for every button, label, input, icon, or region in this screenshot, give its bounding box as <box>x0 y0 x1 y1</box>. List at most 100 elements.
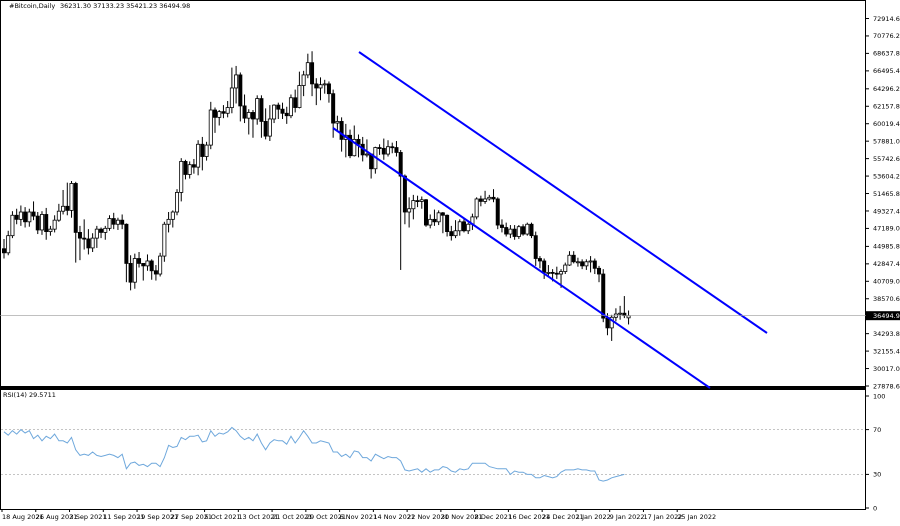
candle <box>187 161 192 179</box>
candle <box>61 189 66 215</box>
price-panel <box>0 0 866 387</box>
candle-body <box>605 317 610 329</box>
candle <box>111 212 116 230</box>
candle <box>234 65 239 104</box>
candle-body <box>521 226 526 235</box>
date-tick-label: 18 Aug 2021 <box>2 513 44 521</box>
candle-body <box>592 260 597 269</box>
candle-body <box>423 199 428 226</box>
candle <box>267 105 272 142</box>
candle-body <box>580 261 585 267</box>
candle-body <box>35 215 40 231</box>
candle <box>208 101 213 150</box>
candle <box>137 251 142 268</box>
candle-body <box>356 138 361 145</box>
candle-body <box>390 146 395 149</box>
candle-body <box>200 143 205 157</box>
candle <box>120 214 125 230</box>
candle <box>521 224 526 236</box>
candle <box>191 158 196 174</box>
candle-body <box>86 238 91 249</box>
candle <box>381 138 386 160</box>
candle <box>554 266 559 279</box>
candle-body <box>318 84 323 89</box>
candle <box>293 89 298 113</box>
candle <box>69 180 74 218</box>
candle-body <box>18 211 23 220</box>
candle <box>398 149 403 270</box>
candle-body <box>554 272 559 275</box>
candle-body <box>204 144 209 157</box>
candle-body <box>94 228 99 239</box>
candle-body <box>529 223 534 237</box>
candle-body <box>597 267 602 275</box>
candle-body <box>487 196 492 200</box>
candle-body <box>491 196 496 200</box>
candle <box>18 205 23 226</box>
candle <box>284 106 289 124</box>
candle-body <box>567 254 572 266</box>
candle-body <box>348 134 353 157</box>
candle-body <box>584 261 589 267</box>
candle-body <box>335 121 340 124</box>
price-tick-label: 27878.60 <box>873 382 900 390</box>
candle-body <box>537 258 542 262</box>
candle-body <box>99 228 104 233</box>
candle-body <box>563 264 568 272</box>
candle <box>445 214 450 237</box>
candle <box>141 263 146 281</box>
date-tick-label: 9 Jan 2022 <box>610 513 645 521</box>
price-tick-label: 64296.20 <box>873 85 900 93</box>
candle <box>461 217 466 233</box>
candle <box>301 70 306 97</box>
candle <box>52 215 57 233</box>
candle-body <box>364 153 369 156</box>
candle <box>542 258 547 279</box>
candle-body <box>179 161 184 193</box>
price-tick-label: 60019.40 <box>873 120 900 128</box>
candle-body <box>504 227 509 235</box>
candle-body <box>31 211 36 217</box>
date-tick-label: 8 Dec 2021 <box>475 513 512 521</box>
candle <box>35 212 40 235</box>
date-tick-label: 5 Oct 2021 <box>205 513 241 521</box>
candle-body <box>255 98 260 120</box>
rsi-tick-label: 70 <box>873 426 881 434</box>
candle <box>407 197 412 228</box>
candle <box>255 95 260 125</box>
candle-body <box>305 62 310 76</box>
candle <box>263 108 268 140</box>
candle <box>10 211 15 239</box>
candle-body <box>280 108 285 114</box>
candle <box>27 208 32 227</box>
candle <box>73 181 78 263</box>
candle-body <box>170 211 175 220</box>
date-tick-label: 30 Nov 2021 <box>441 513 483 521</box>
candle-body <box>466 223 471 232</box>
date-tick-label: 14 Nov 2021 <box>373 513 415 521</box>
candle <box>495 197 500 230</box>
current-price-marker: 36494.98 <box>0 311 900 321</box>
candle-body <box>436 212 441 223</box>
candle <box>390 142 395 154</box>
candle <box>107 215 112 231</box>
date-tick-label: 3 Sep 2021 <box>70 513 107 521</box>
price-tick-label: 40709.00 <box>873 278 900 286</box>
candle-body <box>571 254 576 263</box>
candle <box>158 252 163 277</box>
candle <box>259 95 264 138</box>
candle-body <box>124 223 129 264</box>
candle-body <box>440 212 445 216</box>
candle <box>238 72 243 122</box>
candle <box>132 253 137 289</box>
candle <box>297 71 302 109</box>
candle <box>331 89 336 138</box>
date-tick-label: 11 Sep 2021 <box>103 513 144 521</box>
candle <box>487 194 492 201</box>
candle <box>103 225 108 240</box>
candle <box>592 258 597 275</box>
candle <box>318 77 323 101</box>
candle <box>90 233 95 252</box>
